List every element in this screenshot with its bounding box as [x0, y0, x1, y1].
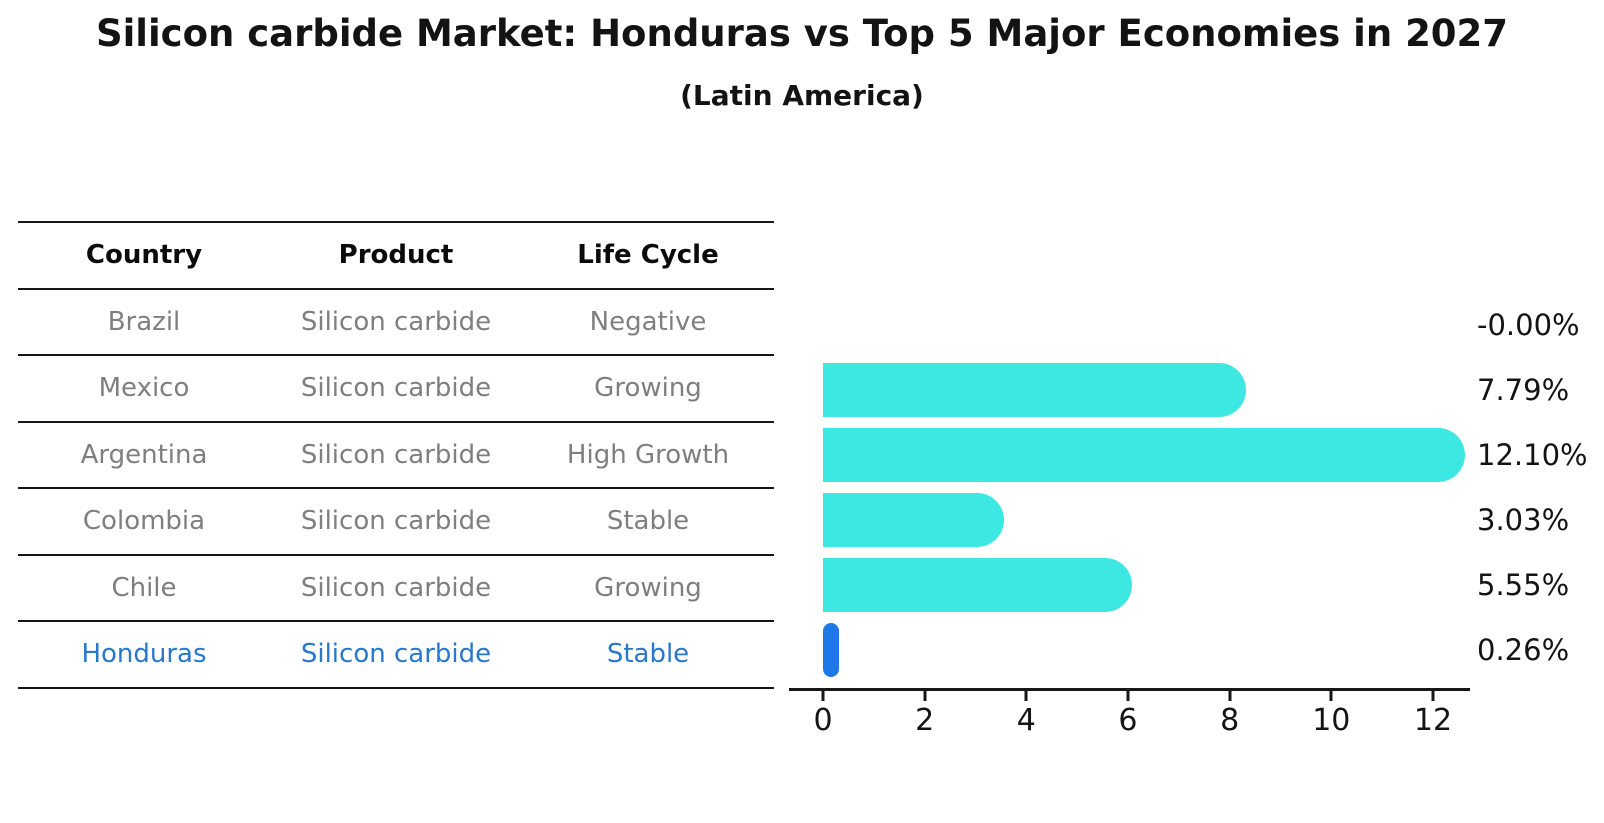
- table-header-cell: Life Cycle: [577, 240, 719, 271]
- x-axis-tick: [821, 691, 825, 701]
- table-cell-product: Silicon carbide: [300, 373, 492, 404]
- value-label: 7.79%: [1477, 373, 1570, 407]
- table-cell-country: Colombia: [82, 506, 206, 537]
- page-title: Silicon carbide Market: Honduras vs Top …: [95, 12, 1509, 55]
- x-axis-tick-label: 6: [1118, 703, 1138, 738]
- x-axis-tick-label: 12: [1413, 703, 1453, 738]
- table-cell-product: Silicon carbide: [300, 506, 492, 537]
- table-header-cell: Product: [338, 240, 454, 271]
- x-axis-tick: [1329, 691, 1333, 701]
- table-cell-country: Honduras: [81, 639, 207, 670]
- table-cell-product: Silicon carbide: [300, 639, 492, 670]
- table-cell-country: Chile: [111, 572, 177, 603]
- table-cell-lifecycle: High Growth: [566, 439, 730, 470]
- x-axis-line: [789, 688, 1470, 691]
- chart-bar: [823, 558, 1133, 612]
- x-axis-tick-label: 4: [1016, 703, 1036, 738]
- table-cell-lifecycle: Negative: [589, 306, 707, 337]
- value-label: -0.00%: [1477, 308, 1580, 342]
- value-label: 3.03%: [1477, 503, 1570, 537]
- table-cell-lifecycle: Stable: [606, 506, 690, 537]
- table-header-row: Country Product Life Cycle: [18, 221, 774, 288]
- chart-bar: [823, 493, 1004, 547]
- x-axis-tick: [1024, 691, 1028, 701]
- table-header-cell: Country: [85, 240, 203, 271]
- page-subtitle: (Latin America): [680, 79, 924, 112]
- chart-bar: [823, 363, 1246, 417]
- table-row-highlight: Honduras Silicon carbide Stable: [18, 620, 774, 689]
- x-axis-tick: [923, 691, 927, 701]
- x-axis-tick-label: 0: [813, 703, 833, 738]
- chart-bar: [823, 428, 1466, 482]
- x-axis-tick-label: 8: [1220, 703, 1240, 738]
- table-cell-product: Silicon carbide: [300, 439, 492, 470]
- table-row: Brazil Silicon carbide Negative: [18, 287, 774, 355]
- table-cell-country: Brazil: [107, 306, 181, 337]
- value-label: 12.10%: [1477, 438, 1588, 472]
- x-axis-tick-label: 2: [915, 703, 935, 738]
- value-label: 0.26%: [1477, 633, 1570, 667]
- table-row: Mexico Silicon carbide Growing: [18, 354, 774, 421]
- table-cell-lifecycle: Growing: [594, 572, 702, 603]
- table-row: Chile Silicon carbide Growing: [18, 553, 774, 621]
- table-cell-lifecycle: Growing: [594, 373, 702, 404]
- table-row: Colombia Silicon carbide Stable: [18, 487, 774, 554]
- table-cell-product: Silicon carbide: [300, 572, 492, 603]
- table-row: Argentina Silicon carbide High Growth: [18, 420, 774, 488]
- x-axis-tick-label: 10: [1312, 703, 1351, 738]
- table-cell-product: Silicon carbide: [300, 306, 492, 337]
- country-table: Country Product Life Cycle Brazil Silicon ca…: [18, 221, 774, 689]
- table-cell-country: Argentina: [80, 439, 208, 470]
- table-cell-lifecycle: Stable: [606, 639, 690, 670]
- x-axis-tick: [1431, 691, 1435, 701]
- value-label: 5.55%: [1477, 568, 1570, 602]
- chart-bar-highlight: [823, 623, 840, 677]
- x-axis-tick: [1126, 691, 1130, 701]
- table-cell-country: Mexico: [98, 373, 190, 404]
- x-axis-tick: [1228, 691, 1232, 701]
